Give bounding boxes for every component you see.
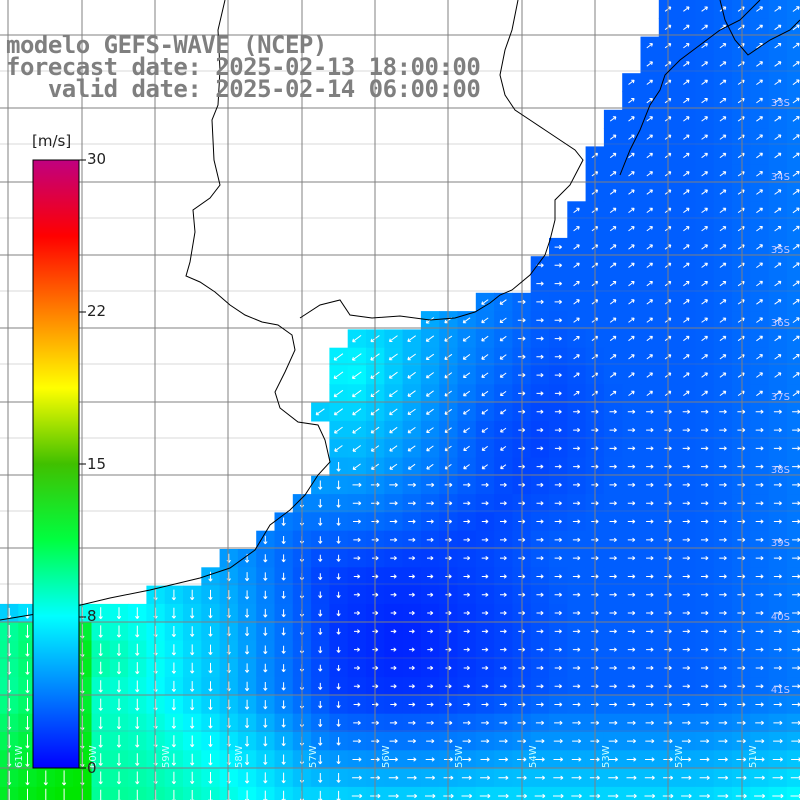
- colorbar-unit: [m/s]: [32, 132, 72, 150]
- lat-label: 36S: [771, 318, 790, 329]
- lon-label: 57W: [308, 745, 319, 768]
- wind-vector-field: [6, 6, 800, 800]
- colorbar-tick-30: 30: [87, 150, 107, 168]
- latitude-labels: 33S 34S 35S 36S 37S 38S 39S 40S 41S: [771, 98, 790, 696]
- lon-label: 58W: [234, 745, 245, 768]
- lon-label: 51W: [748, 745, 759, 768]
- valid-date: valid date: 2025-02-14 06:00:00: [6, 75, 481, 103]
- lon-label: 54W: [528, 745, 539, 768]
- lat-label: 40S: [771, 612, 790, 623]
- colorbar: [32, 159, 86, 769]
- lon-label: 59W: [161, 745, 172, 768]
- longitude-labels: 61W 60W 59W 58W 57W 56W 55W 54W 53W 52W 51W: [14, 745, 759, 768]
- colorbar-tick-8: 8: [87, 607, 97, 625]
- lat-label: 34S: [771, 172, 790, 183]
- colorbar-tick-15: 15: [87, 455, 107, 473]
- model-title: modelo GEFS-WAVE (NCEP): [6, 31, 327, 59]
- lat-label: 33S: [771, 98, 790, 109]
- lat-label: 39S: [771, 538, 790, 549]
- coastline: [0, 0, 800, 621]
- lat-label: 41S: [771, 685, 790, 696]
- lon-label: 56W: [381, 745, 392, 768]
- lon-label: 55W: [454, 745, 465, 768]
- lat-label: 37S: [771, 392, 790, 403]
- lon-label: 60W: [88, 745, 99, 768]
- colorbar-tick-22: 22: [87, 302, 107, 320]
- lon-label: 61W: [14, 745, 25, 768]
- colorbar-tick-0: 0: [87, 759, 97, 777]
- lon-label: 53W: [601, 745, 612, 768]
- lon-label: 52W: [674, 745, 685, 768]
- lat-label: 35S: [771, 245, 790, 256]
- forecast-date: forecast date: 2025-02-13 18:00:00: [6, 53, 481, 81]
- colorbar-ramp: [32, 159, 80, 769]
- lat-label: 38S: [771, 465, 790, 476]
